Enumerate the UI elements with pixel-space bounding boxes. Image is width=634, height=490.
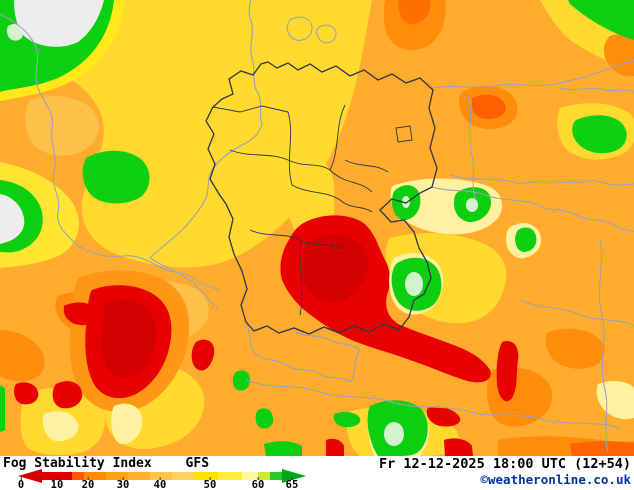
map-area: [0, 0, 634, 456]
colorbar-ticks: 0 10 20 30 40 50 60 65: [17, 477, 318, 490]
legend-title: Fog Stability Index: [3, 456, 152, 471]
colorbar-tick-label: 20: [81, 477, 95, 490]
footer-right: Fr 12-12-2025 18:00 UTC (12+54) ©weather…: [379, 456, 631, 487]
colorbar-segment: [106, 472, 128, 480]
colorbar-segment: [258, 472, 270, 480]
colorbar-segment: [42, 472, 72, 480]
colorbar-tick-label: 0: [17, 477, 25, 490]
colorbar-tick-label: 60: [251, 477, 265, 490]
coastlines: [0, 0, 634, 453]
colorbar-segment: [84, 472, 106, 480]
colorbar: [18, 469, 306, 483]
germany-border: [205, 61, 438, 335]
colorbar-tick-label: 10: [50, 477, 64, 490]
legend-title-row: Fog Stability Index GFS: [3, 456, 209, 471]
german-state-borders: [212, 104, 413, 316]
colorbar-segments: [42, 472, 282, 480]
colorbar-right-arrow: [282, 469, 306, 483]
colorbar-segment: [150, 472, 172, 480]
colorbar-tick-label: 40: [153, 477, 167, 490]
colorbar-segment: [72, 472, 84, 480]
colorbar-segment: [194, 472, 218, 480]
colorbar-segment: [172, 472, 194, 480]
colorbar-segment: [242, 472, 258, 480]
colorbar-tick-label: 30: [116, 477, 130, 490]
colorbar-segment: [270, 472, 282, 480]
colorbar-segment: [128, 472, 150, 480]
colorbar-tick-label: 50: [203, 477, 217, 490]
copyright: ©weatheronline.co.uk: [480, 472, 631, 487]
legend-bar: Fog Stability Index GFS 0 10 20 30 40 50 60 65 …: [0, 456, 634, 490]
colorbar-segment: [218, 472, 242, 480]
legend-model: GFS: [185, 456, 210, 471]
timestamp: Fr 12-12-2025 18:00 UTC (12+54): [379, 456, 631, 472]
fog-stability-map: [0, 0, 634, 456]
colorbar-tick-label: 65: [285, 477, 299, 490]
colorbar-left-arrow: [18, 469, 42, 483]
